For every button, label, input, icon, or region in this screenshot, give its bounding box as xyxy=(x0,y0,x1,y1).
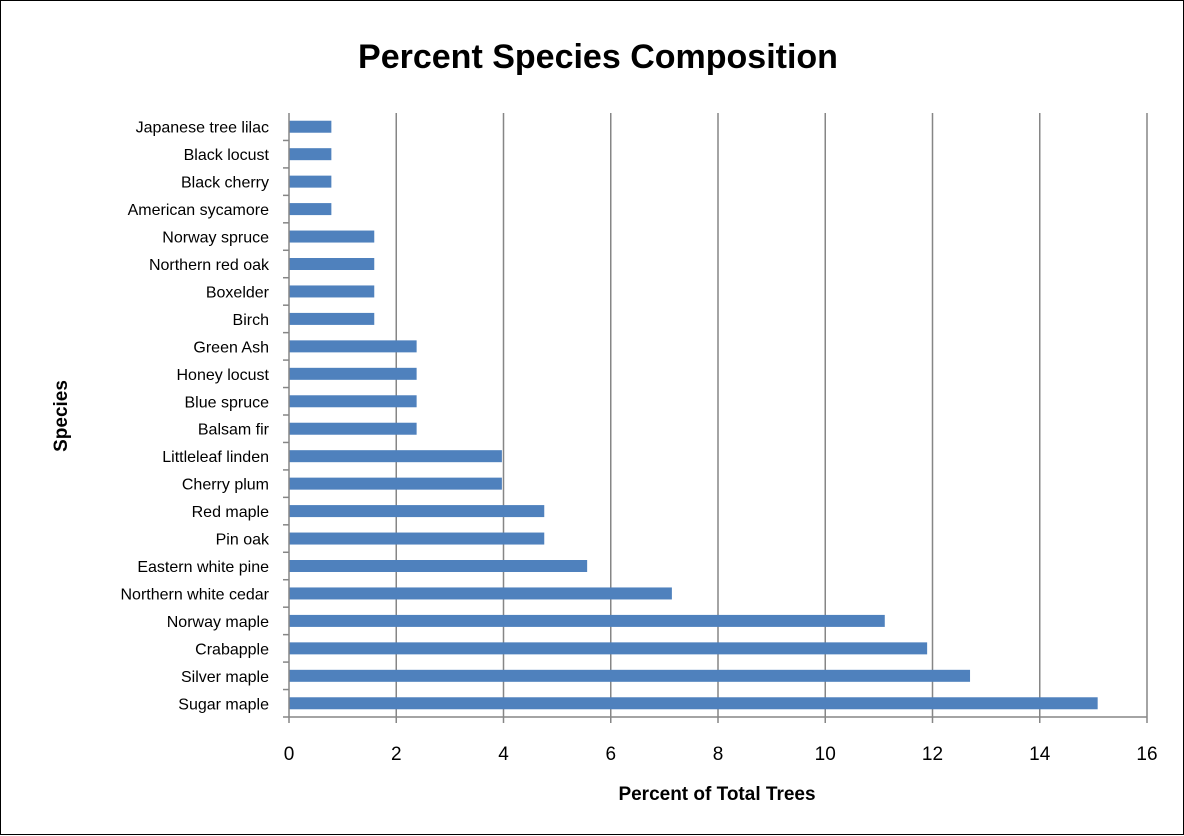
bar-19 xyxy=(289,175,332,188)
bar-3 xyxy=(289,614,885,627)
x-axis-title: Percent of Total Trees xyxy=(618,784,815,805)
category-label-20: Black locust xyxy=(184,147,270,164)
category-label-15: Boxelder xyxy=(206,284,270,301)
category-label-1: Silver maple xyxy=(181,669,269,686)
x-tick-label-4: 8 xyxy=(713,744,724,765)
category-label-11: Blue spruce xyxy=(185,394,270,411)
bar-0 xyxy=(289,697,1098,710)
x-tick-label-5: 10 xyxy=(815,744,836,765)
category-labels: Sugar maple Silver maple Crabapple Norway m… xyxy=(120,120,270,714)
bar-15 xyxy=(289,285,375,298)
category-label-18: American sycamore xyxy=(128,202,269,219)
bar-8 xyxy=(289,477,502,490)
bar-13 xyxy=(289,340,417,353)
x-tick-label-6: 12 xyxy=(922,744,943,765)
bar-11 xyxy=(289,395,417,408)
category-label-4: Northern white cedar xyxy=(120,586,269,603)
category-label-17: Norway spruce xyxy=(162,230,269,247)
x-tick-label-8: 16 xyxy=(1136,744,1157,765)
category-label-0: Sugar maple xyxy=(178,696,269,713)
bar-9 xyxy=(289,450,502,463)
x-tick-label-2: 4 xyxy=(498,744,509,765)
category-label-12: Honey locust xyxy=(177,367,270,384)
bar-20 xyxy=(289,148,332,161)
bar-16 xyxy=(289,258,375,270)
x-tick-labels: 0 2 4 6 8 10 12 14 16 xyxy=(284,744,1158,765)
bar-10 xyxy=(289,422,417,435)
category-label-6: Pin oak xyxy=(216,532,270,549)
category-label-14: Birch xyxy=(233,312,269,329)
bars xyxy=(289,120,1098,710)
bar-12 xyxy=(289,367,417,380)
category-label-16: Northern red oak xyxy=(149,257,270,274)
category-label-2: Crabapple xyxy=(195,641,269,658)
gridlines xyxy=(395,113,1148,717)
x-tick-label-3: 6 xyxy=(605,744,616,765)
bar-17 xyxy=(289,230,375,243)
category-label-13: Green Ash xyxy=(193,339,269,356)
category-label-10: Balsam fir xyxy=(198,422,270,439)
chart-title: Percent Species Composition xyxy=(358,38,838,76)
x-tick-label-1: 2 xyxy=(391,744,402,765)
category-label-5: Eastern white pine xyxy=(137,559,269,576)
category-label-3: Norway maple xyxy=(167,614,269,631)
category-label-9: Littleleaf linden xyxy=(162,449,269,466)
axes xyxy=(283,113,1148,723)
x-tick-label-7: 14 xyxy=(1029,744,1051,765)
bar-21 xyxy=(289,120,332,133)
category-label-8: Cherry plum xyxy=(182,477,269,494)
bar-1 xyxy=(289,669,971,682)
bar-18 xyxy=(289,203,332,216)
y-axis-title: Species xyxy=(51,380,72,452)
bar-6 xyxy=(289,532,545,545)
bar-4 xyxy=(289,587,672,600)
bar-14 xyxy=(289,312,375,325)
category-label-21: Japanese tree lilac xyxy=(136,120,269,137)
bar-5 xyxy=(289,560,588,572)
x-tick-label-0: 0 xyxy=(284,744,295,765)
bar-7 xyxy=(289,505,545,518)
category-label-7: Red maple xyxy=(192,504,269,521)
category-label-19: Black cherry xyxy=(181,175,269,192)
bar-2 xyxy=(289,642,928,655)
